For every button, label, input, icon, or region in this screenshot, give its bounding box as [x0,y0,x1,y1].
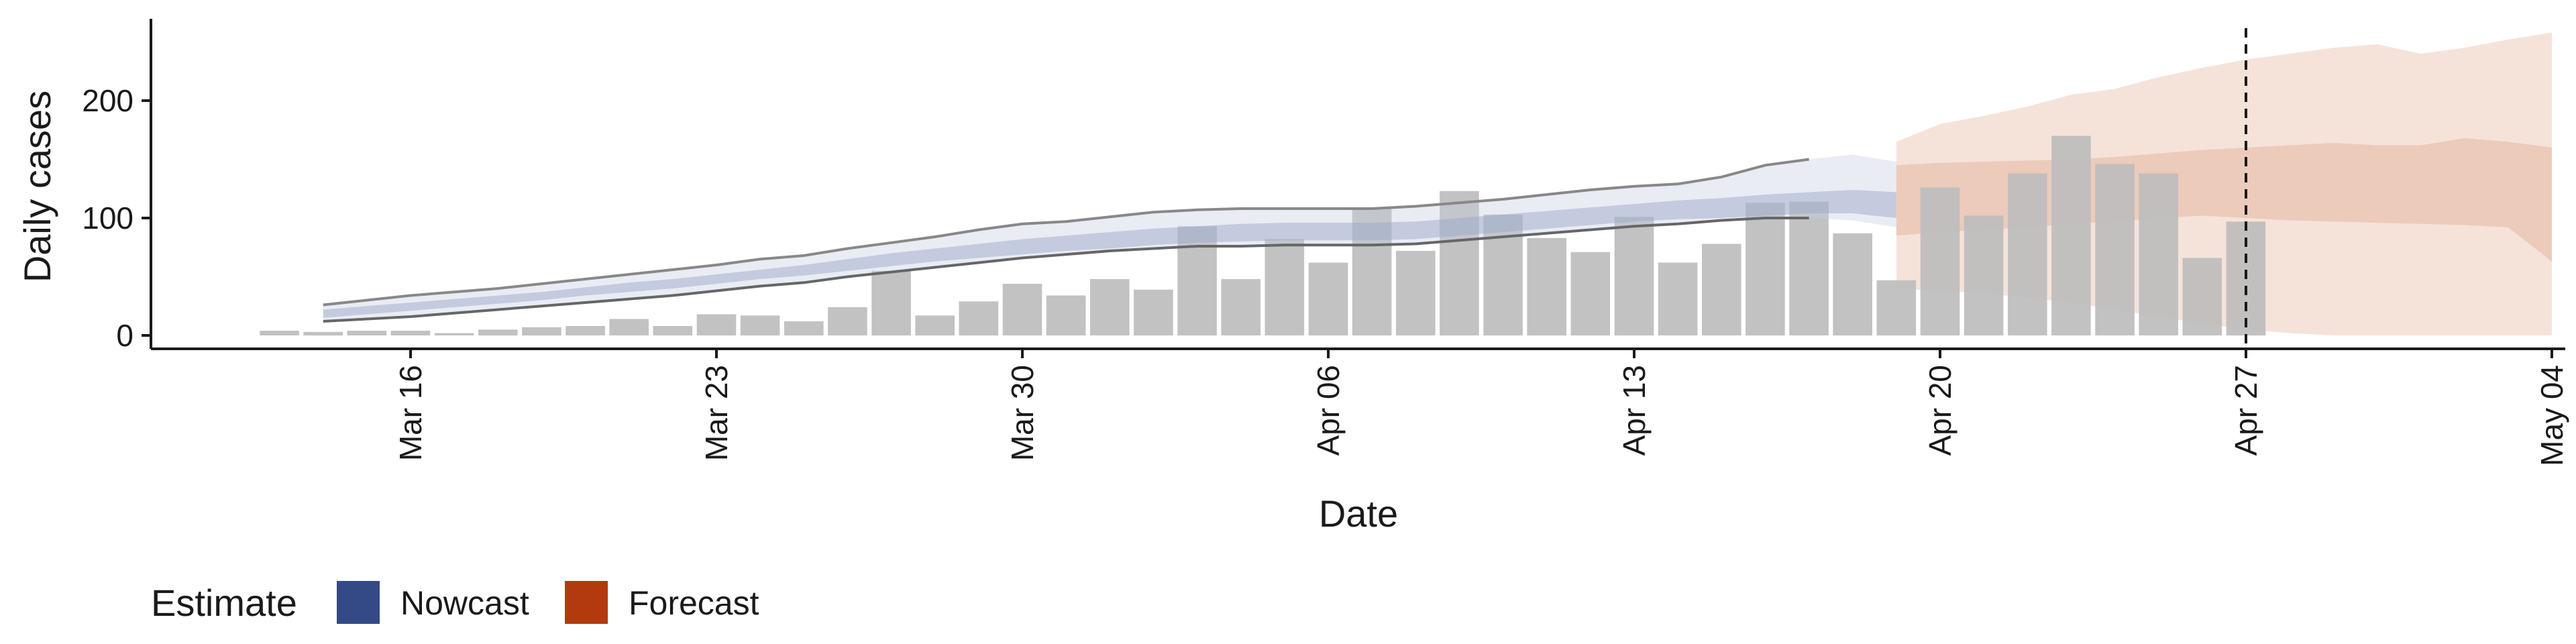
bar [784,321,824,335]
legend: Estimate Nowcast Forecast [151,581,759,624]
bar [2182,258,2222,335]
nowcast-ribbons [323,154,1896,323]
bar [1046,295,1086,335]
bar [1527,237,1566,336]
bar [478,329,518,336]
bar [1352,209,1392,335]
bar [2095,164,2135,335]
bar [1964,215,2004,335]
bar [1920,187,1960,335]
legend-label-forecast: Forecast [629,584,759,622]
bars [260,136,2266,336]
y-tick-label: 200 [82,83,133,118]
bar [828,307,867,335]
bar [959,301,999,336]
bar [1658,262,1698,335]
bar [696,314,737,335]
bar [522,327,561,336]
bar [260,331,299,335]
legend-key-forecast [565,581,608,624]
x-tick-label: Apr 27 [2229,365,2263,456]
bar [1265,239,1305,335]
bar [2139,173,2178,335]
y-axis-title: Daily cases [16,91,58,282]
bar [1746,203,1785,336]
nowcast-upper-line [323,158,1809,307]
bar [609,319,649,335]
bar [1833,233,1872,336]
bar [347,331,387,335]
bar [915,315,955,336]
x-tick-label: May 04 [2534,365,2569,466]
bar [1221,279,1260,335]
legend-key-nowcast [337,581,380,624]
x-tick-label: Apr 20 [1923,365,1957,456]
nowcast-lower-line [323,217,1809,323]
bar [1876,280,1917,336]
bar [390,331,431,335]
axes: 0 100 200 Mar 16 Mar 23 Mar 30 Apr 06 Apr 13 Apr… [82,19,2569,466]
y-tick-label: 0 [116,318,133,353]
bar [434,333,474,335]
bar [1614,217,1654,336]
x-tick-label: Mar 16 [393,365,428,461]
bar [2051,136,2091,335]
y-tick-label: 100 [82,201,133,235]
bar [1134,289,1173,336]
bar [1002,284,1042,335]
bar [2008,173,2047,335]
x-axis-title: Date [1319,492,1398,535]
bar [1090,279,1130,335]
x-tick-label: Apr 13 [1617,365,1652,456]
bar [1396,251,1436,335]
bar [653,326,693,335]
legend-label-nowcast: Nowcast [400,584,529,622]
bar [1308,262,1348,335]
bar [871,270,911,336]
nowcast-ribbon-50 [323,190,1896,318]
bar [1570,252,1611,336]
nowcast-ribbon-90 [323,154,1896,321]
x-tick-label: Apr 06 [1311,365,1346,456]
bar [1789,201,1829,335]
x-tick-label: Mar 23 [699,365,734,461]
bar [1177,226,1217,336]
x-tick-label: Mar 30 [1005,365,1040,461]
bar [566,326,605,335]
legend-title: Estimate [151,582,297,624]
bar [1702,244,1741,335]
bar [303,331,343,336]
bar [1440,191,1479,336]
bar [740,315,780,336]
